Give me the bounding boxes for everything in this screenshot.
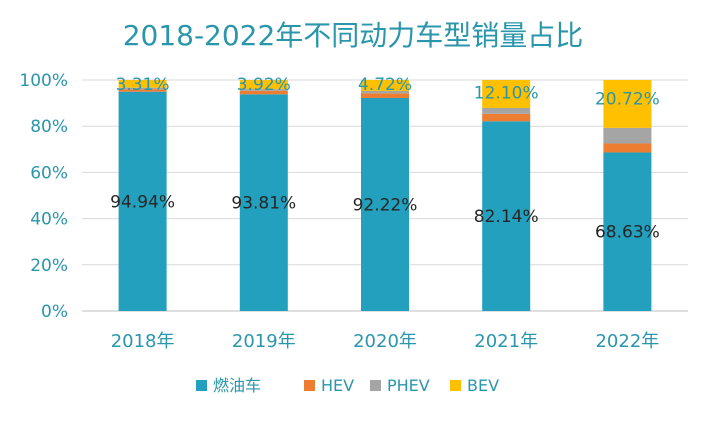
- x-tick-label: 2019年: [232, 331, 296, 352]
- bar-segment-phev: [239, 89, 288, 91]
- y-tick-label: 60%: [30, 163, 68, 183]
- bar-segment-hev: [482, 113, 531, 122]
- legend-swatch: [304, 380, 315, 391]
- bar-segment-燃油车: [482, 121, 531, 312]
- data-label: 3.92%: [237, 75, 291, 95]
- bar-segment-bev: [118, 80, 167, 88]
- data-label: 92.22%: [353, 195, 418, 215]
- x-tick-label: 2022年: [595, 331, 659, 352]
- data-label: 20.72%: [595, 90, 660, 110]
- bar-segment-phev: [482, 107, 531, 114]
- data-label: 12.10%: [474, 83, 539, 103]
- x-tick-label: 2020年: [353, 331, 417, 352]
- y-tick-label: 40%: [30, 210, 68, 230]
- y-tick-label: 100%: [19, 71, 68, 91]
- bar-segment-phev: [361, 90, 409, 94]
- bar-segment-bev: [239, 80, 288, 90]
- bar-segment-hev: [118, 89, 167, 92]
- bar-segment-bev: [361, 80, 409, 91]
- data-label: 93.81%: [231, 194, 296, 214]
- data-label: 68.63%: [595, 223, 660, 243]
- bar-segment-hev: [361, 93, 409, 98]
- bar-segment-燃油车: [118, 91, 167, 311]
- legend-label: HEV: [321, 376, 354, 395]
- bar-segment-phev: [603, 127, 652, 144]
- bar-segment-bev: [603, 80, 652, 128]
- legend-swatch: [370, 380, 381, 391]
- x-tick-label: 2021年: [474, 331, 538, 352]
- data-label: 82.14%: [474, 207, 539, 227]
- y-tick-label: 80%: [30, 117, 68, 137]
- data-label: 3.31%: [116, 75, 170, 95]
- bar-segment-燃油车: [603, 152, 652, 311]
- x-tick-label: 2018年: [111, 331, 175, 352]
- legend-swatch: [450, 380, 461, 391]
- chart-title: 2018-2022年不同动力车型销量占比: [122, 19, 584, 52]
- legend-label: PHEV: [387, 376, 430, 395]
- bar-segment-phev: [118, 87, 167, 90]
- data-label: 4.72%: [358, 75, 412, 95]
- legend-swatch: [196, 380, 207, 391]
- bar-segment-bev: [482, 80, 531, 108]
- y-tick-label: 20%: [30, 256, 68, 276]
- y-tick-label: 0%: [41, 302, 68, 322]
- bar-segment-燃油车: [239, 94, 288, 312]
- bar-segment-燃油车: [361, 97, 409, 311]
- legend-label: BEV: [467, 376, 499, 395]
- legend-label: 燃油车: [213, 376, 261, 395]
- bar-segment-hev: [603, 143, 652, 153]
- data-label: 94.94%: [110, 192, 175, 212]
- bar-segment-hev: [239, 90, 288, 95]
